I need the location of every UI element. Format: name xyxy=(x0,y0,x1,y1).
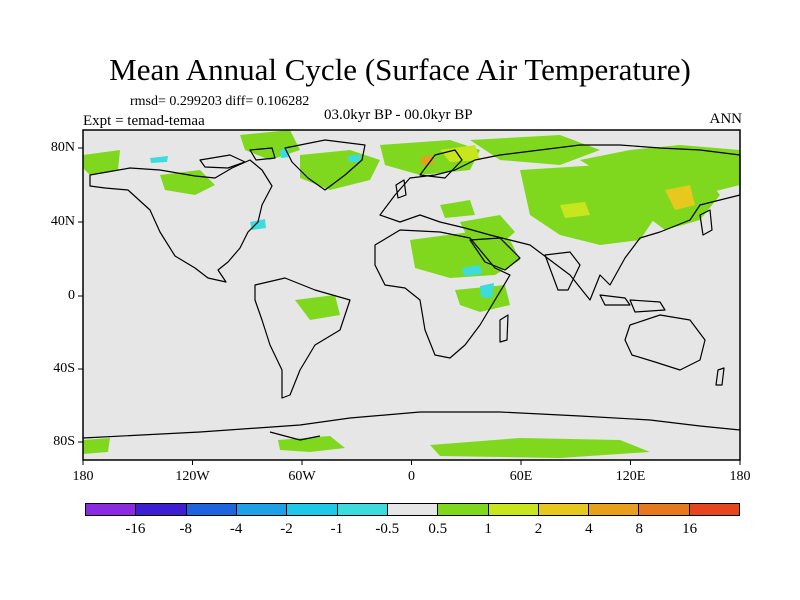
colorbar-swatch xyxy=(136,504,187,515)
negative-anomaly-patches xyxy=(150,148,494,298)
lon-tick-label: 120W xyxy=(175,469,210,484)
lon-tick-label: 180 xyxy=(729,469,751,484)
colorbar-swatch xyxy=(639,504,690,515)
lat-tick-label: 40S xyxy=(53,361,75,376)
colorbar-swatch xyxy=(387,504,439,515)
lon-tick-label: 0 xyxy=(408,469,415,484)
colorbar-swatch xyxy=(438,504,489,515)
colorbar-label: -16 xyxy=(125,521,146,537)
lat-tick-label: 0 xyxy=(68,288,75,303)
lat-tick-label: 80S xyxy=(53,434,75,449)
latitude-axis: 80N 40N 0 40S 80S xyxy=(0,0,75,600)
colorbar-swatch xyxy=(689,504,740,515)
colorbar-swatch xyxy=(589,504,640,515)
lon-tick-label: 120E xyxy=(615,469,646,484)
plot-title: Mean Annual Cycle (Surface Air Temperatu… xyxy=(109,52,691,87)
experiment-label: Expt = temad-temaa xyxy=(83,113,205,129)
colorbar xyxy=(85,503,740,516)
colorbar-label: -1 xyxy=(330,521,344,537)
coastlines xyxy=(82,139,741,441)
colorbar-swatch xyxy=(538,504,590,515)
lon-tick-label: 60W xyxy=(288,469,316,484)
rmsd-diff-stats: rmsd= 0.299203 diff= 0.106282 xyxy=(130,94,310,109)
colorbar-swatch xyxy=(287,504,338,515)
lon-tick-label: 60E xyxy=(509,469,533,484)
season-label: ANN xyxy=(709,111,743,127)
lon-tick-label: 180 xyxy=(72,469,94,484)
colorbar-swatch xyxy=(488,504,539,515)
colorbar-label: 8 xyxy=(635,521,643,537)
map-tick-marks xyxy=(78,147,741,465)
warm-anomaly-spots xyxy=(420,145,695,218)
colorbar-swatch xyxy=(236,504,288,515)
colorbar-label: 16 xyxy=(682,521,698,537)
colorbar-label: 2 xyxy=(534,521,543,537)
colorbar-label: 1 xyxy=(484,521,492,537)
colorbar-label: -8 xyxy=(179,521,193,537)
colorbar-label: 0.5 xyxy=(428,521,448,537)
lat-tick-label: 80N xyxy=(50,140,75,155)
lat-tick-label: 40N xyxy=(50,214,75,229)
period-label: 03.0kyr BP - 00.0kyr BP xyxy=(324,107,473,123)
colorbar-label: -4 xyxy=(229,521,243,537)
colorbar-swatch xyxy=(86,504,137,515)
colorbar-label: -2 xyxy=(280,521,293,537)
colorbar-swatch xyxy=(337,504,388,515)
colorbar-label: -0.5 xyxy=(375,521,400,537)
colorbar-swatch xyxy=(186,504,237,515)
colorbar-label: 4 xyxy=(585,521,593,537)
